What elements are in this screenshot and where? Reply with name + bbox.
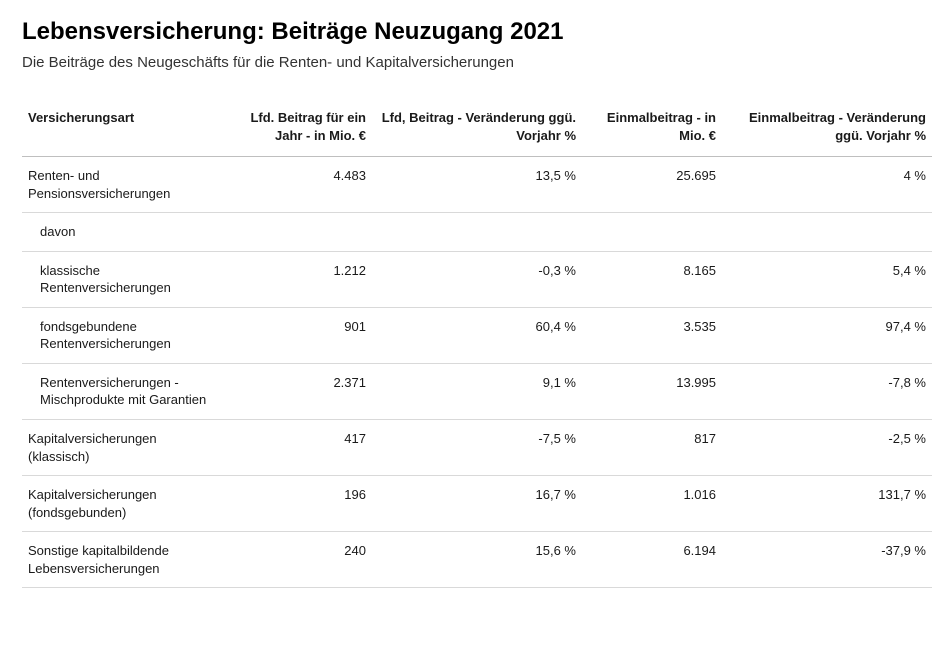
table-cell: 131,7 %	[722, 476, 932, 532]
table-cell: 13,5 %	[372, 157, 582, 213]
table-cell: Sonstige kapitalbildende Lebensversicher…	[22, 532, 222, 588]
table-cell: klassische Rentenversicherungen	[22, 251, 222, 307]
table-cell: 1.212	[222, 251, 372, 307]
table-cell: fondsgebundene Rentenversicherungen	[22, 307, 222, 363]
table-cell: 2.371	[222, 363, 372, 419]
table-row: Kapitalversicherungen (fondsgebunden)196…	[22, 476, 932, 532]
table-row: fondsgebundene Rentenversicherungen90160…	[22, 307, 932, 363]
table-row: Rentenversicherungen - Mischprodukte mit…	[22, 363, 932, 419]
table-row: klassische Rentenversicherungen1.212-0,3…	[22, 251, 932, 307]
table-cell: Rentenversicherungen - Mischprodukte mit…	[22, 363, 222, 419]
page-title: Lebensversicherung: Beiträge Neuzugang 2…	[22, 18, 918, 46]
table-cell: Kapitalversicherungen (klassisch)	[22, 420, 222, 476]
table-cell: 13.995	[582, 363, 722, 419]
col-header: Lfd. Beitrag für ein Jahr - in Mio. €	[222, 99, 372, 157]
table-row: Kapitalversicherungen (klassisch)417-7,5…	[22, 420, 932, 476]
table-cell: 97,4 %	[722, 307, 932, 363]
table-cell: 1.016	[582, 476, 722, 532]
table-row: Renten- und Pensionsversicherungen4.4831…	[22, 157, 932, 213]
table-cell: 901	[222, 307, 372, 363]
table-cell: 25.695	[582, 157, 722, 213]
table-cell: -37,9 %	[722, 532, 932, 588]
col-header: Einmalbeitrag - in Mio. €	[582, 99, 722, 157]
table-cell: 6.194	[582, 532, 722, 588]
table-cell: davon	[22, 213, 222, 252]
table-cell	[222, 213, 372, 252]
table-cell: -0,3 %	[372, 251, 582, 307]
table-cell	[722, 213, 932, 252]
table-cell: 15,6 %	[372, 532, 582, 588]
col-header: Einmalbeitrag - Veränderung ggü. Vorjahr…	[722, 99, 932, 157]
col-header: Lfd, Beitrag - Veränderung ggü. Vorjahr …	[372, 99, 582, 157]
table-cell: -7,8 %	[722, 363, 932, 419]
table-header-row: Versicherungsart Lfd. Beitrag für ein Ja…	[22, 99, 932, 157]
table-cell	[372, 213, 582, 252]
table-cell: 240	[222, 532, 372, 588]
table-cell: 9,1 %	[372, 363, 582, 419]
data-table: Versicherungsart Lfd. Beitrag für ein Ja…	[22, 99, 932, 588]
table-cell: 8.165	[582, 251, 722, 307]
table-cell: 196	[222, 476, 372, 532]
table-body: Renten- und Pensionsversicherungen4.4831…	[22, 157, 932, 588]
table-cell	[582, 213, 722, 252]
table-cell: 817	[582, 420, 722, 476]
table-cell: -7,5 %	[372, 420, 582, 476]
table-cell: 3.535	[582, 307, 722, 363]
table-cell: 5,4 %	[722, 251, 932, 307]
table-cell: Kapitalversicherungen (fondsgebunden)	[22, 476, 222, 532]
page-subtitle: Die Beiträge des Neugeschäfts für die Re…	[22, 54, 918, 71]
table-cell: 4 %	[722, 157, 932, 213]
table-row: davon	[22, 213, 932, 252]
table-cell: 16,7 %	[372, 476, 582, 532]
table-cell: 4.483	[222, 157, 372, 213]
table-cell: 417	[222, 420, 372, 476]
table-row: Sonstige kapitalbildende Lebensversicher…	[22, 532, 932, 588]
table-cell: Renten- und Pensionsversicherungen	[22, 157, 222, 213]
col-header: Versicherungsart	[22, 99, 222, 157]
table-cell: -2,5 %	[722, 420, 932, 476]
table-cell: 60,4 %	[372, 307, 582, 363]
